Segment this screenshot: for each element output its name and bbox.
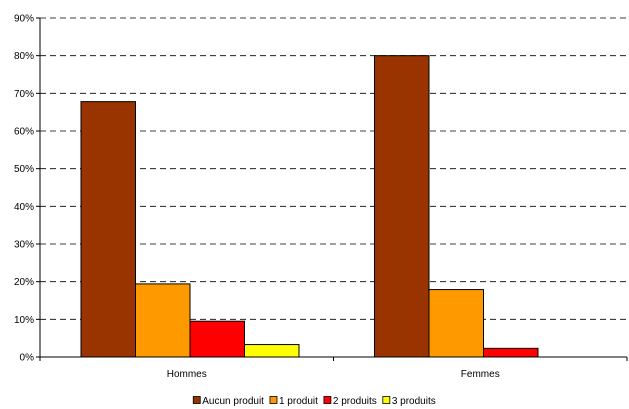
legend-swatch bbox=[269, 396, 278, 404]
bars bbox=[80, 55, 539, 358]
legend-swatch bbox=[192, 396, 201, 404]
bar-hommes-1-produit bbox=[135, 283, 191, 358]
bar-hommes-3-produits bbox=[244, 344, 300, 358]
x-category-label: Femmes bbox=[461, 369, 500, 380]
y-tick-label: 30% bbox=[14, 240, 34, 251]
x-category-labels: Hommes Femmes bbox=[167, 369, 500, 380]
bar-hommes-2-produits bbox=[189, 320, 245, 358]
bar-hommes-aucun-produit bbox=[80, 101, 136, 358]
y-tick-label: 80% bbox=[14, 51, 34, 62]
axes bbox=[36, 17, 628, 361]
legend-label: 1 produit bbox=[279, 396, 318, 407]
legend-swatch bbox=[382, 396, 391, 404]
legend-label: 2 produits bbox=[333, 396, 377, 407]
bar-femmes-aucun-produit bbox=[374, 55, 430, 358]
legend: Aucun produit 1 produit 2 produits 3 produi… bbox=[192, 396, 436, 407]
legend-label: Aucun produit bbox=[202, 396, 264, 407]
y-tick-label: 70% bbox=[14, 89, 34, 100]
y-tick-label: 50% bbox=[14, 164, 34, 175]
y-tick-label: 90% bbox=[14, 14, 34, 25]
y-tick-label: 60% bbox=[14, 127, 34, 138]
bar-femmes-2-produits bbox=[483, 347, 539, 358]
legend-swatch bbox=[323, 396, 332, 404]
y-tick-label: 20% bbox=[14, 277, 34, 288]
y-tick-labels: 0% 10% 20% 30% 40% 50% 60% 70% 80% 90% bbox=[14, 14, 34, 364]
y-tick-label: 10% bbox=[14, 315, 34, 326]
legend-label: 3 produits bbox=[392, 396, 436, 407]
y-tick-label: 40% bbox=[14, 202, 34, 213]
bar-femmes-1-produit bbox=[428, 289, 484, 358]
gridlines bbox=[40, 17, 627, 320]
y-tick-label: 0% bbox=[20, 353, 35, 364]
x-category-label: Hommes bbox=[167, 369, 207, 380]
